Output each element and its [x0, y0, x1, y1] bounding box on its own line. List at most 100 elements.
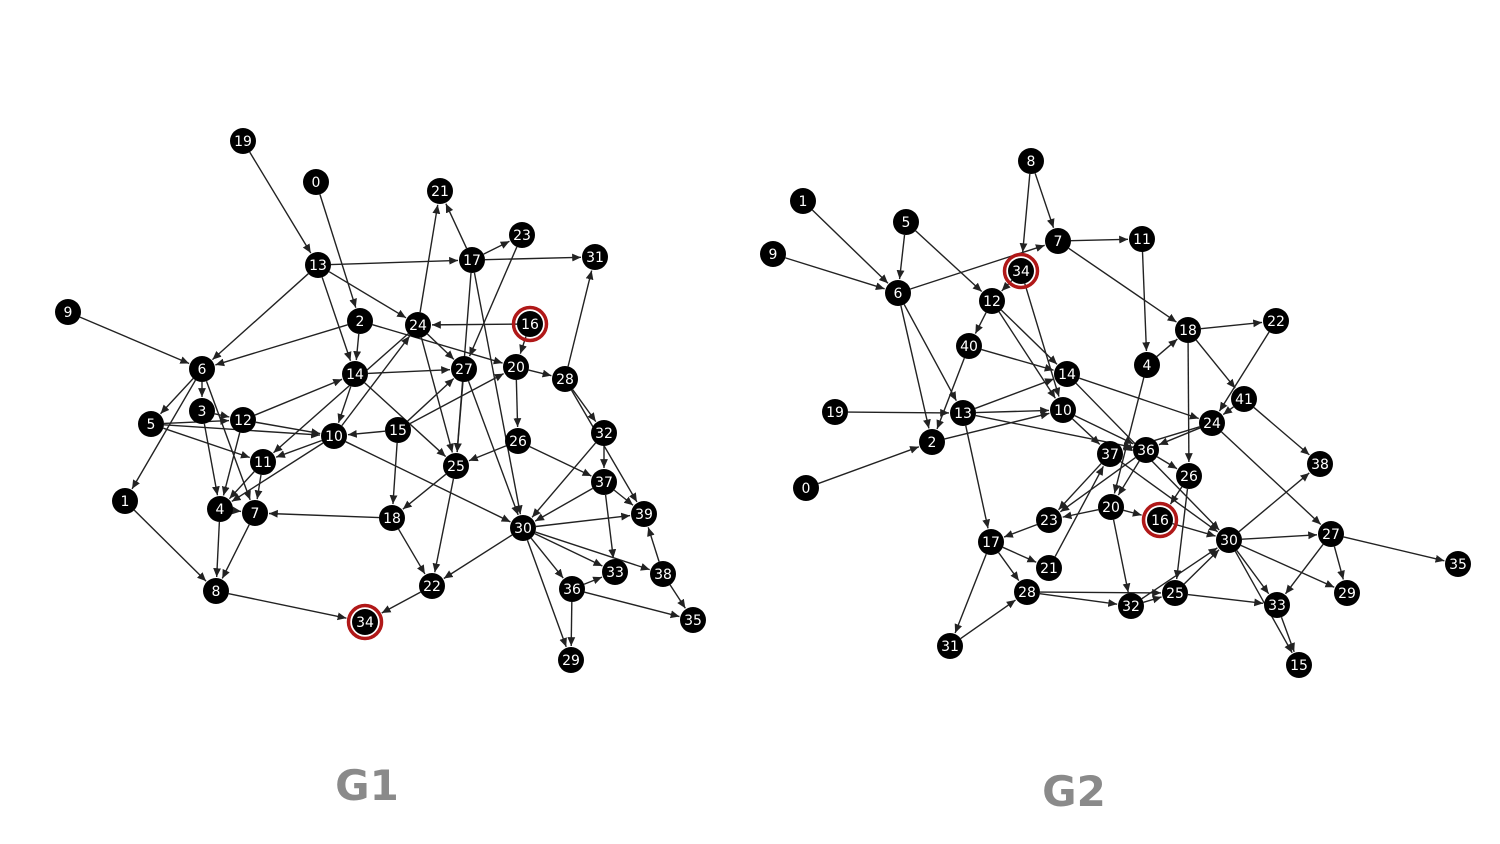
g1-edge-17-31: [484, 253, 582, 262]
g1-node-30: 30: [510, 515, 536, 541]
g1-node-25: 25: [443, 453, 469, 479]
g1-nodes: 0123456789101112131415161718192021222324…: [55, 128, 706, 673]
g2-edge-7-18: [1068, 247, 1177, 323]
g2-edge-12-40: [974, 312, 987, 334]
g1-edge-13-14: [321, 277, 352, 361]
g1-edge-32-30: [531, 442, 597, 518]
g2-node-circle-4: [1134, 352, 1160, 378]
g1-node-19: 19: [230, 128, 256, 154]
g1-node-circle-18: [379, 505, 405, 531]
g1-edge-30-29: [526, 539, 567, 648]
g2-node-12: 12: [979, 288, 1005, 314]
g1-node-circle-26: [505, 428, 531, 454]
g1-edge-13-6: [211, 273, 309, 361]
g2-node-label-1: 1: [799, 194, 808, 210]
g1-node-29: 29: [558, 647, 584, 673]
g1-node-circle-8: [203, 578, 229, 604]
g2-node-38: 38: [1307, 451, 1333, 477]
g2-node-circle-8: [1018, 148, 1044, 174]
g2-node-36: 36: [1133, 437, 1159, 463]
g1-edge-12-4: [221, 432, 241, 496]
g2-node-circle-29: [1334, 580, 1360, 606]
g1-node-33: 33: [602, 559, 628, 585]
g1-edge-14-10: [337, 386, 352, 423]
g1-node-11: 11: [250, 449, 276, 475]
g2-edge-24-27: [1221, 431, 1322, 525]
g2-node-circle-12: [979, 288, 1005, 314]
g2-edge-18-26: [1184, 342, 1193, 463]
g2-edge-13-17: [965, 425, 990, 529]
g1-edge-20-26: [513, 379, 522, 428]
g1-node-circle-24: [405, 312, 431, 338]
g1-edge-10-4: [231, 442, 324, 503]
g1-node-label-16: 16: [521, 317, 539, 333]
g2-node-18: 18: [1175, 317, 1201, 343]
g2-edge-17-31: [954, 553, 987, 634]
g2-node-label-8: 8: [1027, 154, 1036, 170]
g2-edge-0-2: [817, 446, 920, 485]
g1-edge-13-17: [330, 256, 459, 266]
g1-edge-28-31: [567, 270, 594, 367]
g1-edge-11-4: [228, 471, 255, 500]
g2-node-label-34: 34: [1012, 264, 1030, 280]
g2-node-circle-17: [978, 529, 1004, 555]
g2-node-label-40: 40: [960, 339, 978, 355]
g2-node-circle-33: [1264, 592, 1290, 618]
g2-edge-9-6: [785, 257, 885, 290]
g1-node-label-33: 33: [606, 565, 624, 581]
g2-node-label-0: 0: [802, 481, 811, 497]
g2-edge-24-36: [1158, 427, 1201, 446]
g2-node-20: 20: [1098, 494, 1124, 520]
graph-g2: 0124567891011121314151617181920212223242…: [760, 148, 1471, 678]
g2-node-22: 22: [1263, 308, 1289, 334]
g2-node-circle-23: [1036, 507, 1062, 533]
g2-node-label-25: 25: [1166, 586, 1184, 602]
g1-edge-24-21: [419, 204, 441, 313]
g2-node-circle-28: [1014, 579, 1040, 605]
g1-node-circle-36: [559, 576, 585, 602]
g2-node-label-10: 10: [1054, 403, 1072, 419]
g1-node-15: 15: [385, 417, 411, 443]
g1-edge-23-27: [468, 246, 518, 357]
g1-node-12: 12: [230, 407, 256, 433]
g2-node-label-2: 2: [928, 435, 937, 451]
g2-highlight-ring-16: [1141, 501, 1179, 539]
g1-node-label-39: 39: [635, 507, 653, 523]
g2-node-label-5: 5: [902, 215, 911, 231]
g1-node-circle-11: [250, 449, 276, 475]
g2-edge-8-34: [1019, 173, 1031, 253]
g2-node-circle-41: [1231, 386, 1257, 412]
g2-nodes: 0124567891011121314151617181920212223242…: [760, 148, 1471, 678]
g1-edge-38-39: [647, 527, 660, 562]
g2-node-11: 11: [1129, 226, 1155, 252]
g2-edge-25-30: [1183, 549, 1220, 585]
g2-node-34: 34: [1002, 252, 1040, 290]
g1-node-label-6: 6: [198, 362, 207, 378]
g1-node-circle-28: [552, 366, 578, 392]
g2-node-label-4: 4: [1143, 358, 1152, 374]
g1-edge-37-39: [613, 489, 634, 506]
g2-node-label-23: 23: [1040, 513, 1058, 529]
g1-node-circle-31: [582, 244, 608, 270]
g1-node-label-17: 17: [463, 253, 481, 269]
g1-edge-10-11: [275, 439, 323, 458]
g2-node-label-14: 14: [1058, 367, 1076, 383]
g1-node-label-2: 2: [356, 314, 365, 330]
g1-node-label-34: 34: [356, 615, 374, 631]
g2-edge-40-2: [936, 357, 965, 430]
g1-node-2: 2: [347, 308, 373, 334]
g2-node-label-17: 17: [982, 535, 1000, 551]
g2-node-label-19: 19: [826, 405, 844, 421]
g1-node-circle-35: [680, 607, 706, 633]
g1-node-circle-17: [459, 247, 485, 273]
g1-node-label-9: 9: [64, 305, 73, 321]
g2-node-13: 13: [950, 400, 976, 426]
g2-edge-18-41: [1195, 339, 1236, 389]
g2-node-25: 25: [1162, 580, 1188, 606]
g2-edge-32-30: [1141, 547, 1218, 600]
g2-node-label-9: 9: [769, 247, 778, 263]
g2-edges: [785, 173, 1445, 654]
g2-node-9: 9: [760, 241, 786, 267]
g1-node-circle-7: [242, 500, 268, 526]
g1-edge-11-7: [254, 474, 263, 500]
